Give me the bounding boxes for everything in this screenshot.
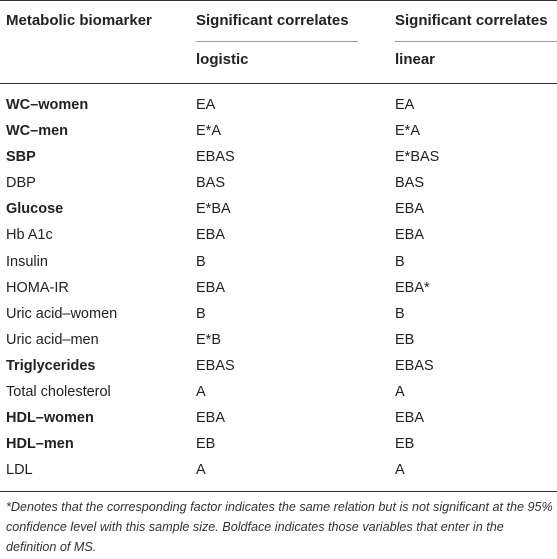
biomarker-name: Total cholesterol — [6, 384, 111, 401]
linear-correlates: EBAS — [395, 357, 434, 374]
logistic-correlates: EBAS — [196, 149, 235, 166]
biomarker-name: WC–women — [6, 97, 89, 113]
table-row: HDL–women EBA EBA — [0, 405, 557, 431]
biomarker-name: SBP — [6, 149, 36, 166]
linear-correlates: EBA — [395, 227, 425, 244]
biomarker-name: LDL — [6, 462, 33, 479]
table-row: WC–men E*A E*A — [0, 118, 557, 144]
biomarker-name: Uric acid–women — [6, 305, 118, 322]
header-logistic: logistic — [196, 51, 249, 68]
linear-correlates: B — [395, 305, 405, 322]
table-row: SBP EBAS E*BAS — [0, 144, 557, 170]
table-row: HOMA-IR EBA EBA* — [0, 275, 557, 301]
biomarker-name: Uric acid–men — [6, 331, 99, 348]
linear-correlates: A — [395, 384, 405, 401]
table-row: HDL–men EB EB — [0, 431, 557, 457]
header-significant-correlates-linear: Significant correlates — [395, 12, 548, 29]
table-row: WC–women EA EA — [0, 92, 557, 118]
linear-correlates: E*BAS — [395, 149, 440, 166]
header-subrule-linear — [395, 41, 557, 42]
table-row: Hb A1c EBA EBA — [0, 222, 557, 248]
logistic-correlates: B — [196, 253, 206, 270]
biomarker-name: Hb A1c — [6, 227, 53, 244]
linear-correlates: E*A — [395, 123, 420, 140]
table-row: LDL A A — [0, 457, 557, 483]
table-header-rule — [0, 83, 557, 84]
logistic-correlates: A — [196, 462, 206, 479]
table-row: Total cholesterol A A — [0, 379, 557, 405]
header-biomarker: Metabolic biomarker — [6, 12, 152, 29]
header-subrule-logistic — [196, 41, 358, 42]
biomarker-name: DBP — [6, 175, 36, 192]
logistic-correlates: A — [196, 384, 206, 401]
biomarker-name: Glucose — [6, 201, 64, 218]
linear-correlates: EBA — [395, 201, 425, 218]
logistic-correlates: E*A — [196, 123, 221, 140]
table-footnote: *Denotes that the corresponding factor i… — [6, 500, 553, 554]
table-body: WC–women EA EA WC–men E*A E*A SBP EBAS E… — [0, 92, 557, 483]
table-row: DBP BAS BAS — [0, 170, 557, 196]
biomarker-name: WC–men — [6, 123, 69, 140]
linear-correlates: BAS — [395, 175, 425, 192]
logistic-correlates: E*B — [196, 331, 221, 348]
logistic-correlates: EBAS — [196, 357, 235, 374]
logistic-correlates: EBA — [196, 410, 226, 427]
linear-correlates: A — [395, 462, 405, 479]
logistic-correlates: EA — [196, 97, 216, 113]
logistic-correlates: EBA — [196, 279, 226, 296]
biomarker-name: HDL–women — [6, 410, 94, 427]
header-linear: linear — [395, 51, 436, 68]
table-row: Insulin B B — [0, 249, 557, 275]
table-row: Glucose E*BA EBA — [0, 196, 557, 222]
logistic-correlates: E*BA — [196, 201, 231, 218]
biomarker-name: Triglycerides — [6, 357, 96, 374]
linear-correlates: EB — [395, 331, 415, 348]
logistic-correlates: B — [196, 305, 206, 322]
header-significant-correlates-logistic: Significant correlates — [196, 12, 349, 29]
table-bottom-rule — [0, 491, 557, 492]
table-row: Triglycerides EBAS EBAS — [0, 353, 557, 379]
linear-correlates: EBA* — [395, 279, 430, 296]
table-row: Uric acid–men E*B EB — [0, 327, 557, 353]
linear-correlates: EBA — [395, 410, 425, 427]
biomarker-name: Insulin — [6, 253, 48, 270]
linear-correlates: EA — [395, 97, 415, 113]
linear-correlates: EB — [395, 436, 415, 453]
table-row: Uric acid–women B B — [0, 301, 557, 327]
logistic-correlates: EB — [196, 436, 216, 453]
linear-correlates: B — [395, 253, 405, 270]
biomarker-name: HDL–men — [6, 436, 74, 453]
logistic-correlates: BAS — [196, 175, 226, 192]
biomarker-name: HOMA-IR — [6, 279, 69, 296]
table-top-rule — [0, 0, 557, 1]
logistic-correlates: EBA — [196, 227, 226, 244]
